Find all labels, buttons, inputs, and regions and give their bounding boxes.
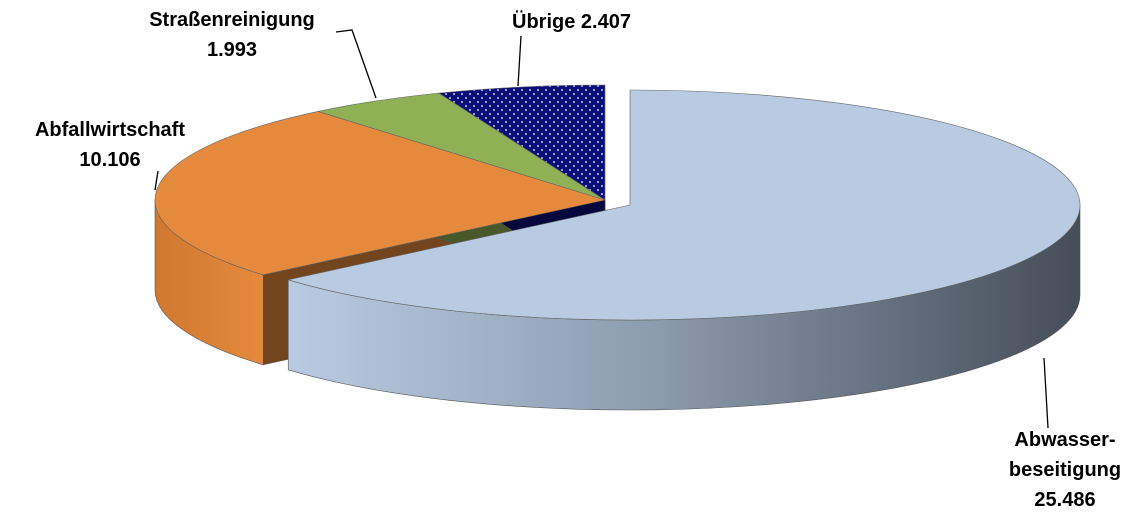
- leader-lines: [154, 29, 1049, 429]
- data-label: Abwasser- beseitigung 25.486: [975, 425, 1138, 515]
- leader-line: [1043, 357, 1049, 429]
- leader-line: [335, 29, 377, 99]
- leader-line: [517, 35, 522, 87]
- value-label: 25.486: [1034, 489, 1096, 511]
- leader-line: [154, 170, 159, 191]
- category-label: Abwasser- beseitigung: [1008, 429, 1122, 481]
- category-label: Straßenreinigung: [149, 9, 315, 31]
- category-label: Abfallwirtschaft: [34, 119, 186, 141]
- slice-top: [437, 84, 606, 201]
- data-label: Übrige 2.407: [512, 7, 682, 37]
- value-label: 1.993: [206, 39, 258, 61]
- data-label: Straßenreinigung 1.993: [132, 5, 332, 65]
- value-label: 10.106: [79, 149, 141, 171]
- data-label: Abfallwirtschaft 10.106: [0, 115, 220, 175]
- slice-top: [288, 89, 1081, 321]
- value-label: 2.407: [580, 11, 631, 33]
- slice-top: [154, 111, 607, 276]
- category-label: Übrige: [512, 11, 576, 33]
- tops: [154, 84, 1081, 321]
